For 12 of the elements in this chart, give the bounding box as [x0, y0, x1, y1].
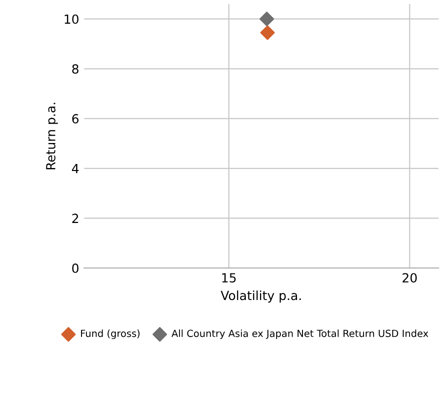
- y-tick-label: 4: [72, 164, 79, 174]
- y-tick-label: 10: [64, 14, 78, 24]
- y-tick-label: 2: [72, 214, 78, 223]
- y-tick-label: 6: [72, 114, 79, 124]
- x-tick-label: 20: [402, 273, 417, 283]
- x-tick-label: 15: [222, 273, 236, 283]
- y-axis-title: Return p.a.: [46, 102, 58, 170]
- legend-label: All Country Asia ex Japan Net Total Return USD Index: [172, 330, 428, 339]
- y-tick-label: 0: [72, 263, 78, 273]
- y-tick-label: 8: [72, 64, 78, 74]
- legend-label: Fund (gross): [81, 330, 140, 339]
- x-axis-title: Volatility p.a.: [220, 290, 301, 303]
